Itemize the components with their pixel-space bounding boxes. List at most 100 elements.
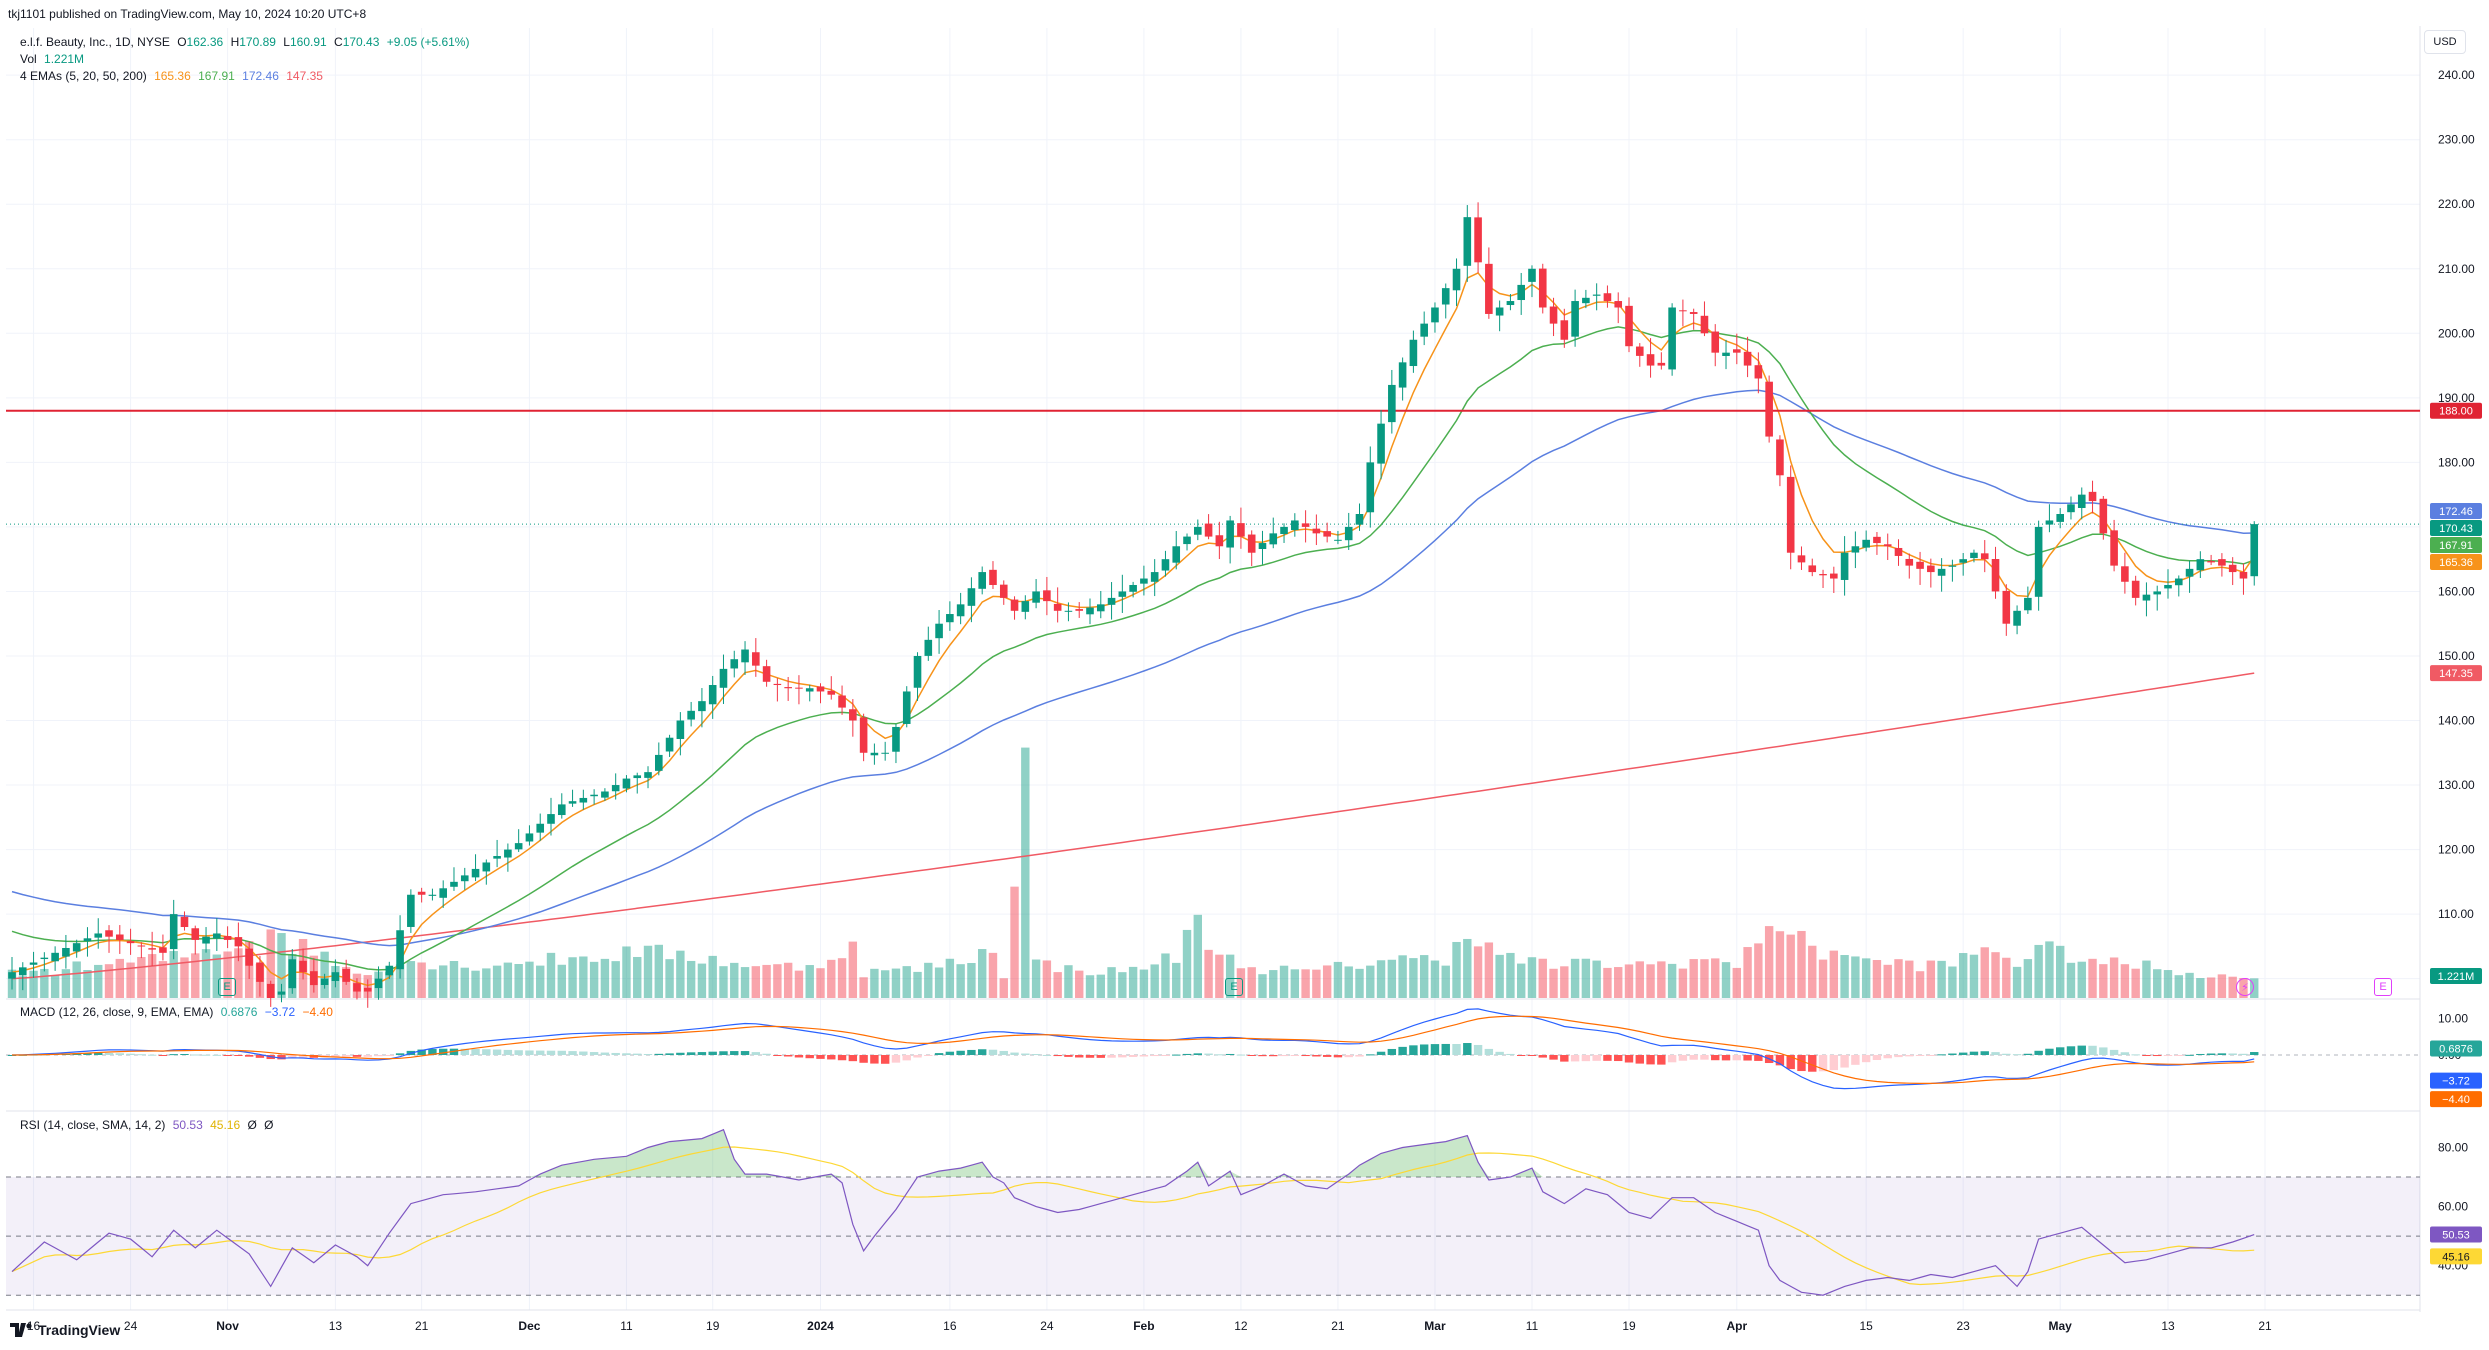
macd-histogram-bar	[2120, 1052, 2130, 1055]
volume-bar	[1301, 969, 1310, 998]
candle-body	[1129, 584, 1137, 592]
candle-body	[1571, 301, 1579, 337]
macd-signal-label-bg	[2430, 1091, 2482, 1108]
candle-body	[1894, 547, 1903, 556]
price-tick-label: 180.00	[2438, 455, 2475, 469]
candle-body	[396, 930, 404, 970]
volume-bar	[1700, 959, 1709, 998]
volume-bar	[1269, 970, 1278, 998]
candle-body	[601, 791, 609, 798]
macd-histogram-bar	[1096, 1055, 1105, 1058]
candle-body	[525, 833, 534, 842]
volume-bar	[945, 958, 955, 998]
candle-body	[126, 941, 135, 944]
candle-body	[1646, 354, 1655, 366]
candle-body	[1388, 384, 1396, 423]
candle-body	[51, 952, 59, 962]
volume-bar	[72, 961, 81, 998]
volume-bar	[924, 962, 933, 998]
macd-histogram-bar	[568, 1051, 577, 1055]
macd-histogram-bar	[1937, 1054, 1946, 1056]
high-label: H	[230, 35, 240, 49]
time-tick-label: Nov	[216, 1319, 239, 1333]
macd-histogram-bar	[1021, 1053, 1030, 1055]
macd-histogram-bar	[2023, 1053, 2033, 1055]
candle-body	[1118, 591, 1127, 597]
macd-histogram-bar	[1657, 1055, 1666, 1065]
volume-legend[interactable]: Vol 1.221M	[20, 51, 88, 67]
candle-body	[374, 978, 383, 989]
resistance-label-bg	[2430, 402, 2482, 419]
candle-body	[1776, 439, 1784, 476]
candle-body	[892, 726, 900, 752]
candle-body	[719, 668, 728, 688]
candle-body	[1010, 599, 1019, 611]
macd-histogram-bar	[2099, 1047, 2108, 1055]
candle-body	[2174, 578, 2183, 586]
macd-histogram-bar	[1991, 1052, 2000, 1055]
candle-body	[482, 862, 491, 872]
candle-body	[202, 936, 210, 944]
volume-bar	[1991, 952, 2000, 998]
volume-bar	[1473, 946, 1483, 998]
macd-histogram-bar	[1527, 1055, 1537, 1056]
candle-body	[83, 938, 92, 942]
macd-histogram-bar	[999, 1050, 1008, 1055]
volume-bar	[385, 972, 394, 998]
candle-body	[1927, 565, 1935, 573]
macd-histogram-bar	[665, 1053, 674, 1055]
macd-histogram-bar	[2228, 1053, 2237, 1055]
macd-histogram-bar	[1872, 1055, 1882, 1061]
macd-histogram-bar	[816, 1055, 825, 1059]
candle-body	[2164, 584, 2172, 589]
last-value-labels: 188.00 172.46 170.43 167.91 165.36 147.35 1.22…	[2430, 402, 2482, 1265]
rsi-legend[interactable]: RSI (14, close, SMA, 14, 2) 50.53 45.16 …	[20, 1117, 278, 1133]
earnings-marker-feb[interactable]: E	[1225, 978, 1243, 996]
earnings-marker-nov[interactable]: E	[218, 978, 236, 996]
currency-button[interactable]: USD	[2424, 30, 2466, 54]
macd-histogram-bar	[1128, 1055, 1138, 1057]
macd-histogram-bar	[536, 1050, 545, 1055]
macd-histogram-bar	[1495, 1051, 1504, 1055]
last-label-0-bg	[2430, 503, 2482, 520]
candle-body	[159, 947, 167, 953]
price-tick-label: 130.00	[2438, 778, 2475, 792]
macd-histogram-bar	[2239, 1053, 2248, 1055]
candle-body	[2056, 514, 2064, 522]
macd-histogram-bar	[956, 1050, 965, 1055]
macd-histogram-bar	[751, 1052, 761, 1055]
macd-histogram-bar	[298, 1055, 308, 1058]
macd-legend[interactable]: MACD (12, 26, close, 9, EMA, EMA) 0.6876…	[20, 1004, 337, 1020]
volume-bar	[1861, 958, 1871, 998]
macd-histogram-bar	[191, 1054, 200, 1056]
macd-histogram-bar	[1053, 1055, 1062, 1057]
upcoming-earnings-marker[interactable]: E	[2374, 978, 2392, 996]
volume-bar	[1926, 960, 1936, 998]
candle-body	[730, 659, 739, 669]
symbol-legend[interactable]: e.l.f. Beauty, Inc., 1D, NYSE O162.36 H1…	[20, 34, 473, 50]
time-tick-label: 2024	[807, 1319, 834, 1333]
candle-body	[708, 685, 717, 705]
volume-bar	[104, 964, 114, 998]
macd-histogram-bar	[1118, 1055, 1127, 1058]
volume-bar	[1754, 943, 1763, 998]
dividend-marker[interactable]: ⚡	[2236, 978, 2254, 996]
volume-bar	[201, 949, 211, 998]
price-tick-label: 230.00	[2438, 133, 2475, 147]
volume-bar	[1409, 958, 1418, 998]
ema-legend[interactable]: 4 EMAs (5, 20, 50, 200) 165.36 167.91 17…	[20, 68, 327, 84]
candle-body	[407, 894, 415, 927]
candle-body	[590, 794, 598, 797]
macd-histogram-bar	[1667, 1055, 1677, 1063]
macd-histogram-bar	[1506, 1053, 1515, 1055]
macd-histogram-bar	[708, 1051, 717, 1055]
candle-body	[946, 614, 954, 623]
candle-body	[180, 916, 189, 928]
candle-body	[1689, 312, 1698, 314]
macd-signal-line	[12, 1015, 2255, 1084]
tradingview-logo[interactable]: TradingView	[10, 1322, 120, 1338]
volume-bar	[1312, 969, 1321, 998]
candle-body	[417, 891, 426, 895]
macd-histogram-bar	[2185, 1054, 2194, 1056]
